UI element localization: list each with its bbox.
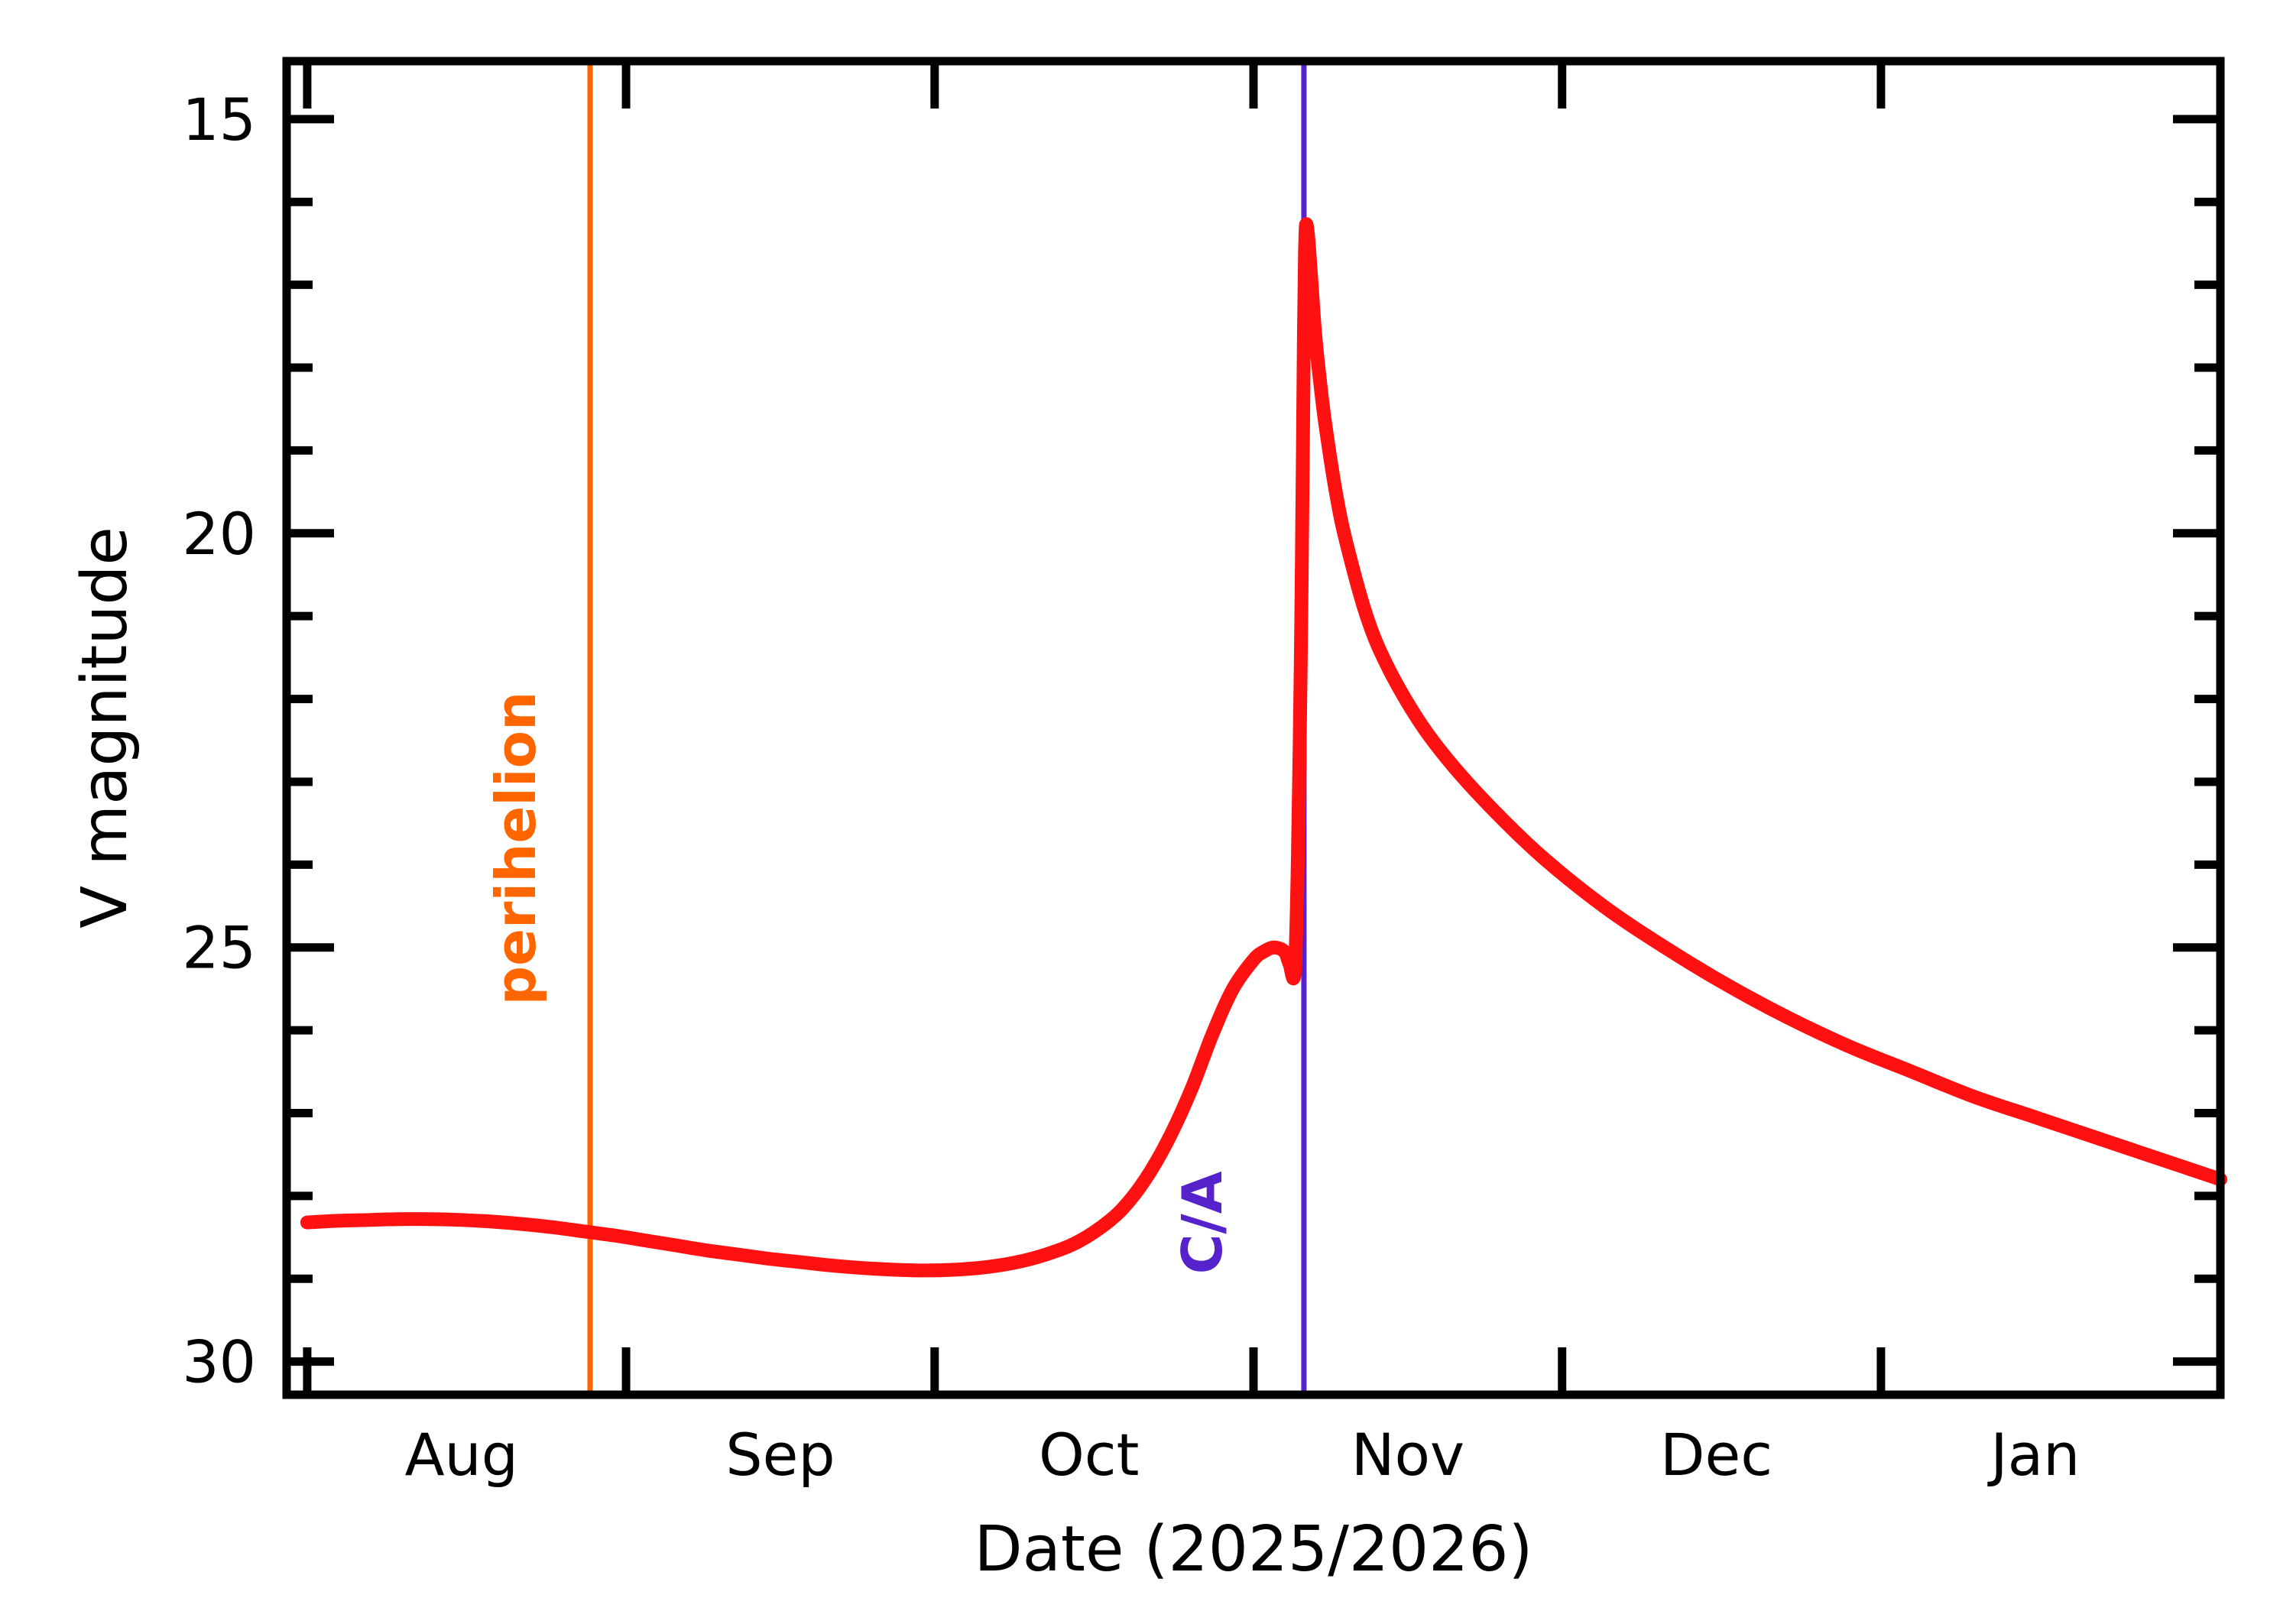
y-tick-label: 25 [182, 914, 256, 982]
close-approach-annotation-label: C/A [1170, 1171, 1234, 1274]
y-tick-label: 15 [182, 86, 256, 154]
y-axis-title: V magnitude [69, 527, 141, 929]
y-tick-label: 30 [182, 1328, 256, 1396]
y-axis-tick-labels: 15 20 25 30 [182, 86, 256, 1396]
x-tick-label: Sep [725, 1421, 835, 1489]
v-magnitude-curve [300, 217, 2227, 1278]
x-tick-label: Nov [1351, 1421, 1464, 1489]
x-tick-label: Jan [1987, 1421, 2080, 1489]
perihelion-annotation-label: perihelion [484, 692, 548, 1006]
y-tick-label: 20 [182, 500, 256, 568]
x-axis-tick-labels: Aug Sep Oct Nov Dec Jan [405, 1421, 2081, 1489]
x-axis-title: Date (2025/2026) [974, 1513, 1532, 1586]
x-tick-label: Dec [1660, 1421, 1772, 1489]
plot-frame [282, 57, 2225, 1399]
x-tick-label: Oct [1039, 1421, 1139, 1489]
x-tick-label: Aug [405, 1421, 518, 1489]
x-axis-ticks [303, 61, 1886, 1395]
y-axis-minor-ticks [287, 197, 2220, 1283]
